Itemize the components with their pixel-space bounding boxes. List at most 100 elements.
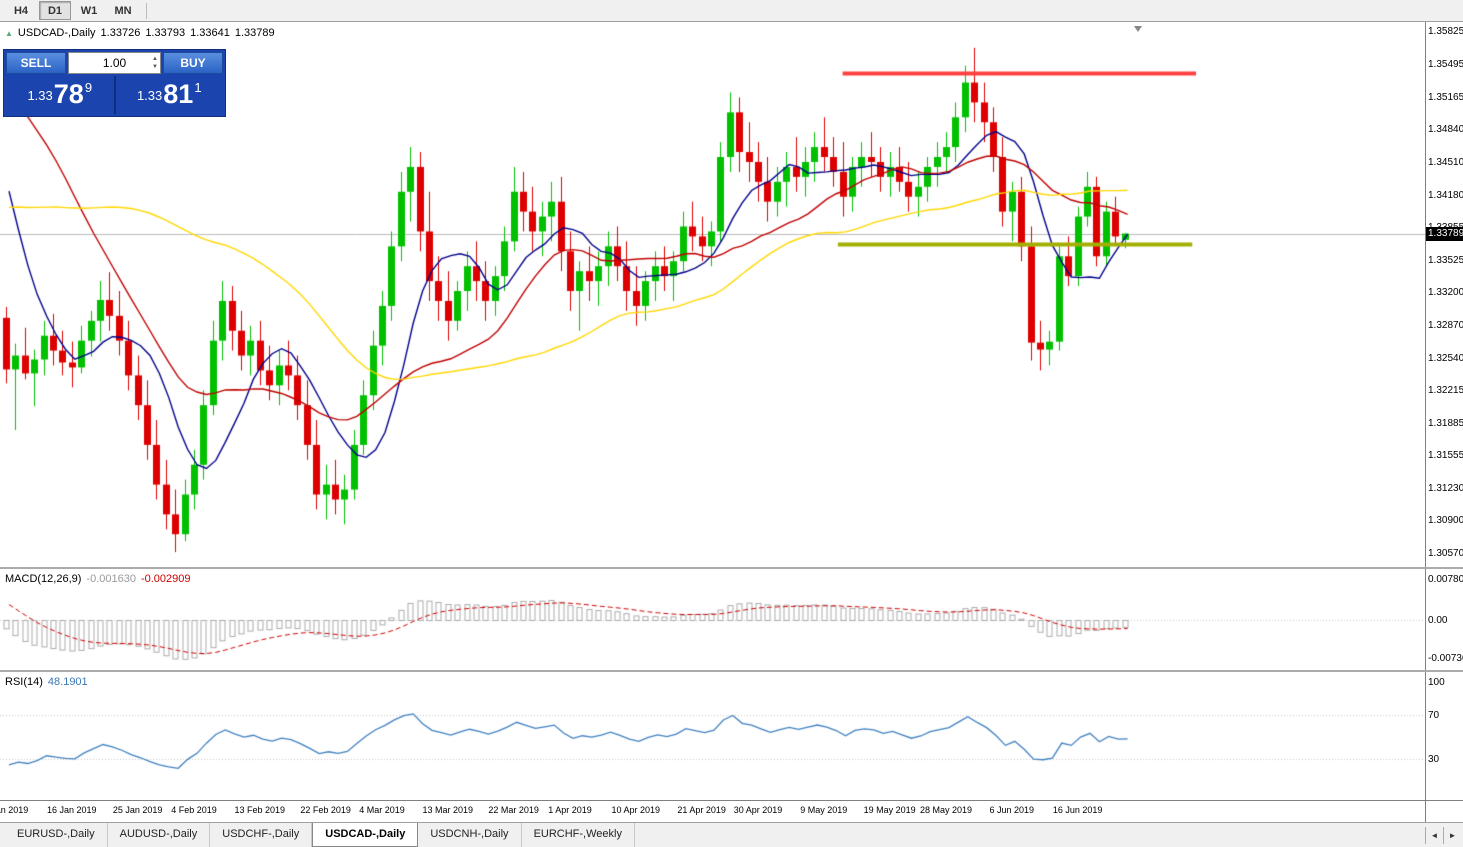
date-axis-label: 22 Feb 2019 (300, 805, 351, 815)
sell-button[interactable]: SELL (6, 52, 66, 74)
buy-price-pipette: 1 (194, 80, 202, 95)
axis-label: 1.30570 (1428, 548, 1463, 560)
axis-label: 1.35825 (1428, 26, 1463, 38)
ohlc-close: 1.33789 (234, 27, 275, 39)
rsi-panel: RSI(14) 48.1901 100 70 30 (0, 670, 1463, 800)
axis-label: 1.32870 (1428, 319, 1463, 331)
volume-down-icon[interactable]: ▼ (152, 64, 158, 70)
axis-label: 1.34180 (1428, 189, 1463, 201)
buy-price-bigfigure: 1.33 (136, 88, 163, 103)
macd-value-signal: -0.002909 (140, 573, 191, 585)
axis-label: 100 (1428, 677, 1445, 688)
price-axis[interactable]: 1.33789 1.35825 1.35495 1.35165 1.34840 1.34… (1425, 22, 1463, 567)
axis-label: 1.33525 (1428, 254, 1463, 266)
sell-price-pipette: 9 (84, 80, 93, 95)
current-price-tag: 1.33789 (1426, 226, 1463, 241)
macd-header: MACD(12,26,9) -0.001630 -0.002909 (5, 573, 196, 585)
sell-price-bigfigure: 1.33 (27, 88, 53, 103)
date-axis-label: 4 Feb 2019 (171, 805, 217, 815)
axis-label: 1.31555 (1428, 450, 1463, 462)
date-axis-label: 19 May 2019 (863, 805, 916, 815)
ohlc-high: 1.33793 (145, 27, 186, 39)
volume-input[interactable]: 1.00 ▲ ▼ (68, 52, 161, 74)
sell-price-button[interactable]: 1.33 78 9 (6, 76, 114, 114)
macd-value-main: -0.001630 (86, 573, 136, 585)
tab-usdcnh-daily[interactable]: USDCNH-,Daily (418, 823, 522, 847)
rsi-value: 48.1901 (47, 676, 88, 688)
axis-label: 1.33200 (1428, 287, 1463, 299)
date-axis-label: 4 Mar 2019 (359, 805, 405, 815)
buy-button[interactable]: BUY (163, 52, 223, 74)
axis-label: 1.31885 (1428, 417, 1463, 429)
axis-label: 0.007807 (1428, 574, 1463, 586)
chart-symbol-title: USDCAD-,Daily (17, 27, 96, 39)
date-axis-corner (1425, 801, 1463, 822)
axis-label: 0.00 (1428, 615, 1448, 627)
date-axis-label: 28 May 2019 (919, 805, 973, 815)
date-axis-label: 30 Apr 2019 (733, 805, 783, 815)
timeframe-toolbar: H4 D1 W1 MN (0, 0, 1463, 22)
one-click-divider (113, 76, 116, 114)
date-axis-label: 13 Mar 2019 (422, 805, 474, 815)
axis-label: 70 (1428, 710, 1440, 721)
sell-price-pips: 78 (53, 79, 84, 109)
ohlc-open: 1.33726 (100, 27, 141, 39)
volume-spinner[interactable]: ▲ ▼ (152, 55, 158, 71)
axis-label: 30 (1428, 754, 1440, 765)
tabs-scroll-left-button[interactable]: ◄ (1425, 826, 1443, 844)
axis-label: 1.34840 (1428, 124, 1463, 136)
date-axis-label: 22 Mar 2019 (488, 805, 539, 815)
one-click-collapse-icon[interactable]: ▲ (5, 29, 13, 38)
buy-price-pips: 81 (163, 79, 194, 109)
date-axis-label: 13 Feb 2019 (234, 805, 286, 815)
axis-label: 1.32215 (1428, 384, 1463, 396)
axis-label: 1.31230 (1428, 482, 1463, 494)
toolbar-separator (146, 2, 147, 19)
chart-tabs-bar: EURUSD-,Daily AUDUSD-,Daily USDCHF-,Dail… (0, 822, 1463, 847)
timeframe-d1-button[interactable]: D1 (39, 1, 71, 20)
axis-label: 1.30900 (1428, 515, 1463, 527)
date-axis-label: 6 Jun 2019 (989, 805, 1035, 815)
macd-panel: MACD(12,26,9) -0.001630 -0.002909 0.007807… (0, 567, 1463, 670)
date-axis-label: 1 Apr 2019 (548, 805, 592, 815)
axis-label: 1.35495 (1428, 59, 1463, 71)
tabs-scroll-buttons: ◄ ► (1425, 823, 1461, 847)
tab-usdchf-daily[interactable]: USDCHF-,Daily (210, 823, 313, 847)
axis-label: 1.32540 (1428, 352, 1463, 364)
chart-ohlc-header: ▲ USDCAD-,Daily 1.33726 1.33793 1.33641 1.337… (5, 27, 280, 39)
timeframe-mn-button[interactable]: MN (114, 4, 132, 17)
tab-audusd-daily[interactable]: AUDUSD-,Daily (108, 823, 211, 847)
tab-eurchf-weekly[interactable]: EURCHF-,Weekly (522, 823, 635, 847)
date-axis-label: 10 Apr 2019 (611, 805, 661, 815)
axis-label: 1.35165 (1428, 91, 1463, 103)
main-chart-panel: ▲ USDCAD-,Daily 1.33726 1.33793 1.33641 1.337… (0, 22, 1463, 567)
date-axis-label: 7 Jan 2019 (0, 805, 29, 815)
volume-up-icon[interactable]: ▲ (152, 56, 158, 62)
main-chart-canvas[interactable] (0, 22, 1425, 567)
date-axis-label: 9 May 2019 (800, 805, 848, 815)
rsi-axis[interactable]: 100 70 30 (1425, 672, 1463, 800)
date-axis-label: 16 Jun 2019 (1052, 805, 1103, 815)
date-axis-label: 21 Apr 2019 (677, 805, 726, 815)
macd-label: MACD(12,26,9) (5, 573, 82, 585)
tabs-scroll-right-button[interactable]: ► (1443, 826, 1461, 844)
rsi-header: RSI(14) 48.1901 (5, 676, 93, 688)
macd-axis[interactable]: 0.007807 0.00 -0.007362 (1425, 569, 1463, 670)
tab-usdcad-daily[interactable]: USDCAD-,Daily (312, 823, 419, 847)
rsi-label: RSI(14) (5, 676, 43, 688)
ohlc-low: 1.33641 (190, 27, 230, 39)
axis-label: -0.007362 (1428, 653, 1463, 665)
rsi-canvas[interactable] (0, 672, 1425, 800)
timeframe-w1-button[interactable]: W1 (80, 4, 98, 17)
volume-value: 1.00 (102, 56, 127, 70)
tab-eurusd-daily[interactable]: EURUSD-,Daily (5, 823, 108, 847)
date-axis[interactable]: 7 Jan 2019 16 Jan 2019 25 Jan 2019 4 Feb 20… (0, 800, 1463, 822)
timeframe-h4-button[interactable]: H4 (13, 4, 29, 17)
one-click-trading-panel: SELL 1.00 ▲ ▼ BUY 1.33 78 9 1.33 81 1 (3, 49, 226, 117)
buy-price-button[interactable]: 1.33 81 1 (116, 76, 224, 114)
date-axis-label: 16 Jan 2019 (47, 805, 97, 815)
date-axis-label: 25 Jan 2019 (112, 805, 163, 815)
macd-canvas[interactable] (0, 569, 1425, 670)
chart-shift-marker-icon (1134, 26, 1142, 32)
